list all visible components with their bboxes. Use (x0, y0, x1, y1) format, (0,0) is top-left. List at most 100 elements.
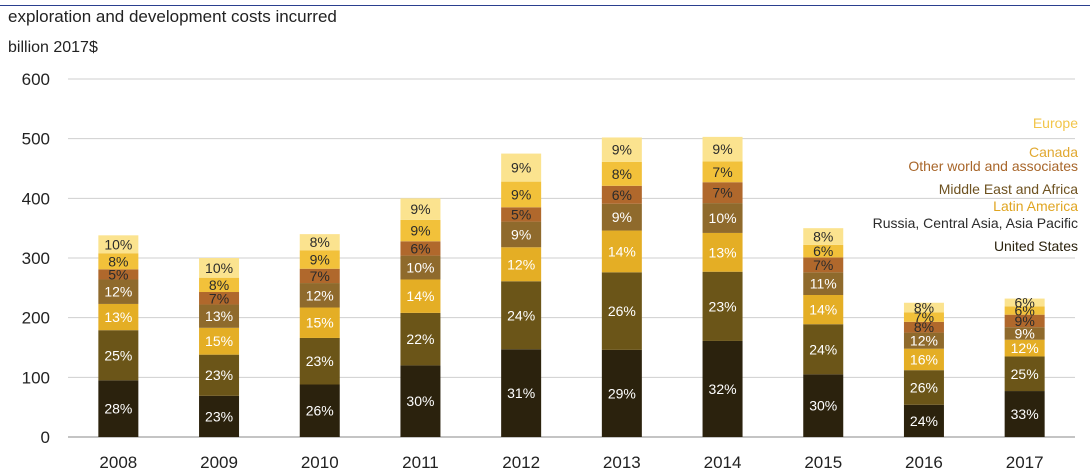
data-label: 31% (507, 385, 535, 401)
y-tick-label: 100 (22, 368, 50, 387)
bar-segment (903, 312, 944, 322)
data-label: 12% (306, 287, 334, 303)
y-tick-label: 300 (22, 249, 50, 268)
bar-segment (98, 253, 139, 270)
bar-segment (98, 269, 139, 280)
y-axis-label: billion 2017$ (8, 39, 98, 56)
x-tick-label: 2013 (603, 453, 641, 471)
data-label: 7% (712, 185, 732, 201)
data-label: 12% (1011, 340, 1039, 356)
data-label: 9% (712, 141, 732, 157)
data-label: 28% (104, 401, 132, 417)
bar-segment (299, 384, 340, 437)
bar-segment (903, 348, 944, 371)
data-label: 15% (205, 333, 233, 349)
bar-segment (299, 234, 340, 251)
bar-segment (803, 244, 844, 258)
data-label: 16% (910, 351, 938, 367)
legend-entry: United States (994, 238, 1078, 254)
bars: 28%25%13%12%5%8%10%23%23%15%13%7%8%10%26… (98, 136, 1045, 437)
chart-title: exploration and development costs incurr… (8, 7, 337, 26)
bar-segment (601, 161, 642, 186)
data-label: 8% (914, 300, 934, 316)
x-tick-label: 2014 (704, 453, 742, 471)
bar-segment (299, 268, 340, 284)
x-tick-label: 2009 (200, 453, 238, 471)
data-label: 9% (1015, 325, 1035, 341)
x-tick-label: 2008 (99, 453, 137, 471)
legend-entry: Latin America (993, 198, 1078, 214)
data-label: 24% (809, 341, 837, 357)
bar-segment (400, 219, 441, 242)
bar-segment (199, 327, 240, 355)
bar-segment (903, 404, 944, 437)
bar-segment (601, 230, 642, 273)
bar-segment (400, 312, 441, 366)
bar-segment (501, 281, 542, 350)
data-label: 29% (608, 385, 636, 401)
bar-segment (702, 161, 743, 183)
data-label: 7% (310, 268, 330, 284)
x-axis-ticks: 2008 2009 2010 2011 2012 2013 2014 2015 2016 2017 (99, 453, 1043, 471)
bar-segment (803, 272, 844, 295)
bar-segment (400, 198, 441, 220)
bar-segment (501, 221, 542, 248)
data-label: 25% (104, 347, 132, 363)
x-tick-label: 2010 (301, 453, 339, 471)
data-label: 12% (910, 333, 938, 349)
bar-segment (1004, 356, 1045, 392)
data-label: 8% (813, 229, 833, 245)
data-label: 6% (410, 240, 430, 256)
y-tick-label: 0 (41, 428, 50, 447)
bar-segment (400, 279, 441, 313)
data-label: 6% (1015, 294, 1035, 310)
bar-segment (199, 354, 240, 396)
data-label: 7% (813, 257, 833, 273)
legend-entry: Middle East and Africa (939, 181, 1079, 197)
bar-segment (199, 304, 240, 328)
data-label: 23% (709, 298, 737, 314)
data-label: 5% (108, 266, 128, 282)
data-label: 8% (209, 277, 229, 293)
data-label: 9% (511, 226, 531, 242)
bar-segment (400, 255, 441, 280)
data-label: 23% (306, 353, 334, 369)
bar-segment (501, 181, 542, 208)
bar-segment (1004, 298, 1045, 307)
legend-entry: Russia, Central Asia, Asia Pacific (873, 215, 1078, 231)
data-label: 14% (406, 288, 434, 304)
data-label: 6% (813, 243, 833, 259)
bar-segment (1004, 339, 1045, 357)
data-label: 6% (1015, 303, 1035, 319)
data-label: 10% (709, 210, 737, 226)
bar-segment (199, 277, 240, 293)
x-tick-label: 2012 (502, 453, 540, 471)
data-label: 13% (205, 308, 233, 324)
bar-segment (601, 203, 642, 231)
data-label: 9% (410, 201, 430, 217)
bar-segment (400, 241, 441, 256)
data-label: 13% (709, 244, 737, 260)
bar-segment (299, 250, 340, 269)
data-label: 9% (410, 223, 430, 239)
bar-segment (199, 292, 240, 305)
bar-segment (1004, 314, 1045, 328)
bar-segment (98, 279, 139, 304)
data-label: 9% (612, 142, 632, 158)
bar-segment (1004, 391, 1045, 437)
x-tick-label: 2017 (1006, 453, 1044, 471)
bar-segment (601, 349, 642, 437)
bar-segment (1004, 327, 1045, 340)
data-label: 6% (612, 187, 632, 203)
x-tick-label: 2015 (804, 453, 842, 471)
data-label: 24% (507, 307, 535, 323)
bar-segment (803, 374, 844, 437)
data-label: 9% (310, 251, 330, 267)
x-tick-label: 2011 (402, 453, 439, 471)
data-label: 26% (608, 303, 636, 319)
legend-entry: Europe (1033, 115, 1078, 131)
data-label: 8% (612, 166, 632, 182)
data-label: 12% (507, 256, 535, 272)
bar-segment (98, 330, 139, 381)
